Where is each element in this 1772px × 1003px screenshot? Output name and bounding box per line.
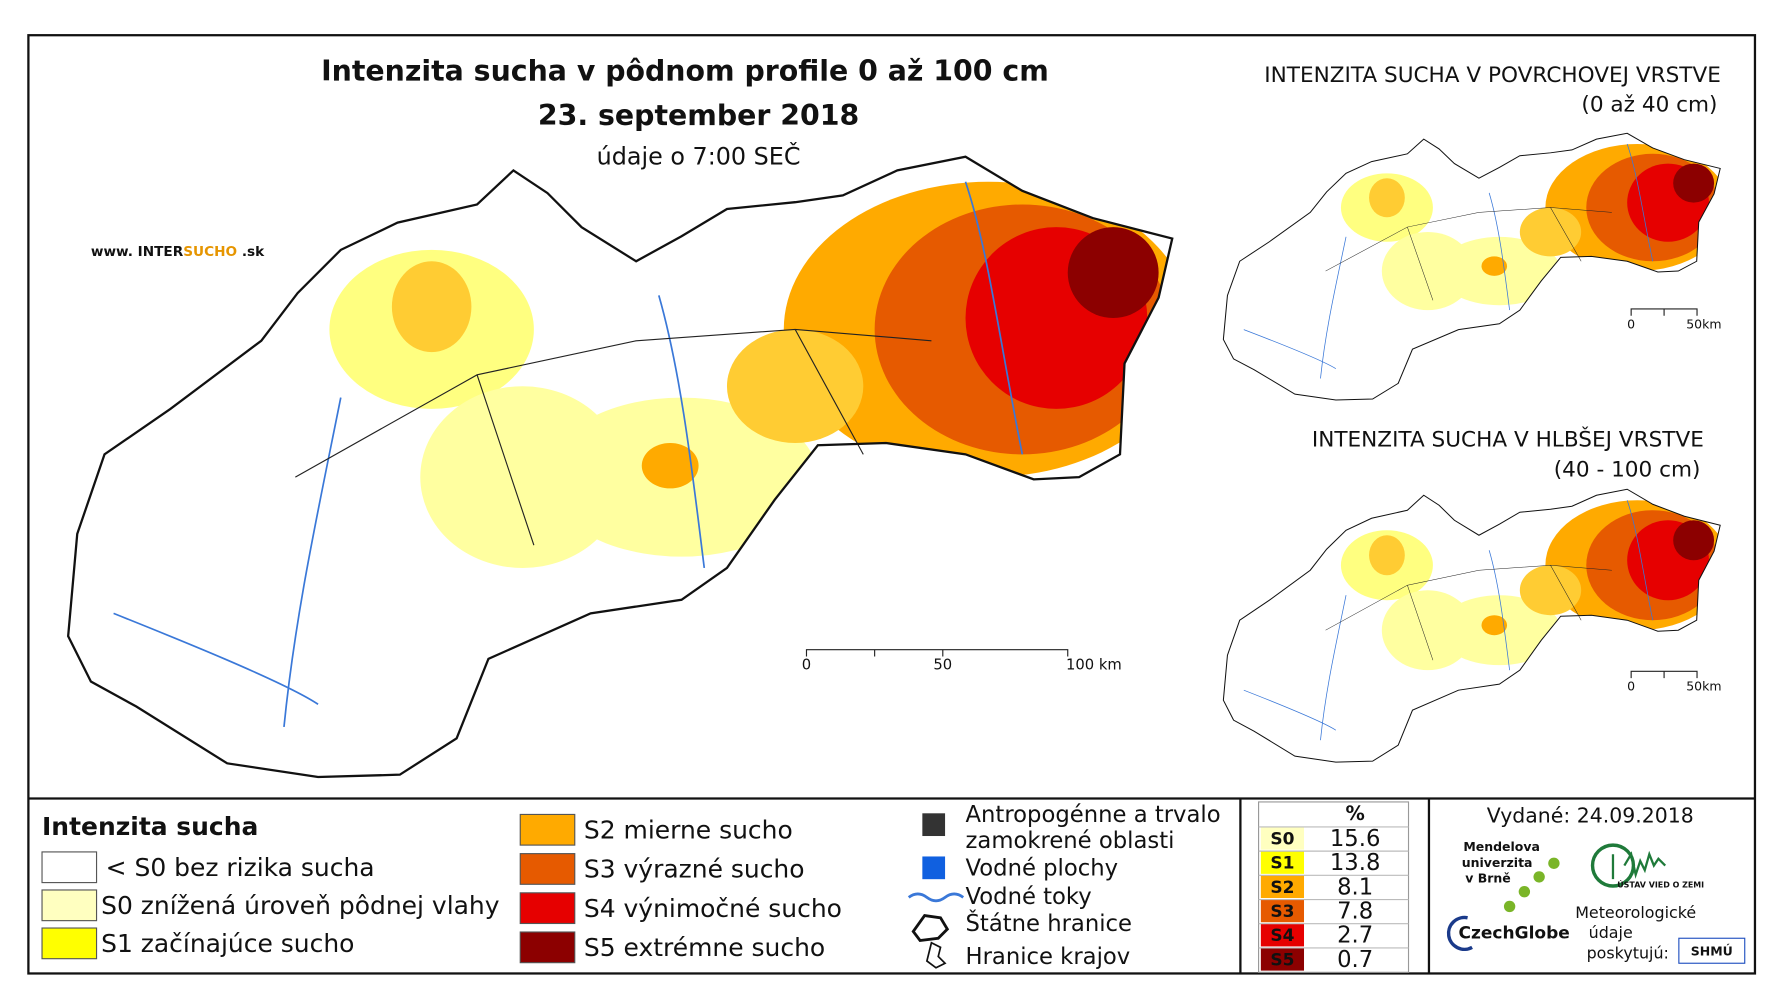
symbol-label: Hranice krajov bbox=[966, 944, 1131, 970]
mendel-dots bbox=[1503, 857, 1560, 913]
logo-text: CzechGlobe bbox=[1458, 924, 1569, 944]
legend-swatch bbox=[519, 813, 576, 846]
inset-subtitle: (40 - 100 cm) bbox=[1554, 457, 1701, 482]
logo-text: SHMÚ bbox=[1691, 943, 1733, 958]
water-icon bbox=[922, 856, 946, 880]
stats-value: 13.8 bbox=[1330, 850, 1381, 876]
legend-swatch bbox=[41, 889, 98, 922]
czechglobe-mark bbox=[1446, 915, 1473, 951]
legend-label: S1 začínajúce sucho bbox=[101, 929, 354, 958]
scale-label: 0 bbox=[1627, 679, 1635, 694]
scale-label: 0 bbox=[1627, 316, 1635, 331]
logo-text: v Brně bbox=[1465, 871, 1511, 886]
ustav-seismo bbox=[1611, 850, 1667, 880]
stats-value: 15.6 bbox=[1330, 826, 1381, 852]
legend: < S0 bez rizika sucha S0 znížená úroveň p… bbox=[41, 813, 842, 964]
main-scale-bar bbox=[805, 649, 1069, 657]
legend-label: < S0 bez rizika sucha bbox=[106, 853, 375, 882]
stats-class-cell bbox=[1260, 875, 1305, 899]
map-date: 23. september 2018 bbox=[538, 99, 859, 132]
stats-class: S0 bbox=[1270, 829, 1294, 849]
legend-label: S4 výnimočné sucho bbox=[584, 894, 842, 923]
stats-class-cell bbox=[1260, 923, 1305, 947]
legend-label: S3 výrazné sucho bbox=[584, 855, 805, 884]
legend-title: Intenzita sucha bbox=[42, 812, 258, 841]
symbol-label: Vodné toky bbox=[966, 884, 1092, 910]
legend-label: S2 mierne sucho bbox=[584, 815, 793, 844]
stats-class-cell bbox=[1260, 851, 1305, 874]
legend-swatch bbox=[519, 853, 576, 885]
legend-swatch bbox=[519, 931, 576, 964]
stats-class: S5 bbox=[1270, 950, 1294, 970]
map-title: Intenzita sucha v pôdnom profile 0 až 10… bbox=[321, 55, 1049, 88]
inset-scale-bar bbox=[1630, 670, 1698, 679]
inset-subtitle: (0 až 40 cm) bbox=[1581, 93, 1717, 118]
logo-text: údaje bbox=[1589, 923, 1633, 942]
anthropogenic-icon bbox=[922, 813, 946, 837]
logo-text: ÚSTAV VIED O ZEMI bbox=[1617, 878, 1704, 889]
stats-class: S3 bbox=[1270, 902, 1294, 922]
legend-label: S5 extrémne sucho bbox=[584, 933, 825, 962]
logo-text: Mendelova bbox=[1463, 839, 1540, 854]
legend-label: S0 znížená úroveň pôdnej vlahy bbox=[101, 891, 500, 920]
stats-header: % bbox=[1345, 802, 1364, 825]
symbol-label: zamokrené oblasti bbox=[966, 828, 1175, 854]
website: www. INTERSUCHO .sk bbox=[91, 244, 265, 260]
logo-text: univerzita bbox=[1462, 855, 1533, 870]
scale-label: 50km bbox=[1686, 316, 1721, 331]
inset-title: INTENZITA SUCHA V HLBŠEJ VRSTVE bbox=[1312, 427, 1704, 453]
stats-class-cell bbox=[1260, 826, 1305, 850]
stats-value: 2.7 bbox=[1337, 923, 1373, 949]
scale-label: 50km bbox=[1686, 679, 1721, 694]
symbol-label: Vodné plochy bbox=[966, 855, 1119, 881]
region-icon bbox=[925, 941, 947, 969]
scale-label: 50 bbox=[933, 657, 952, 674]
scale-label: 0 bbox=[802, 657, 811, 674]
stats-rows: S0 15.6 S1 13.8 S2 8.1 S3 7.8 S4 2.7 S5 0.7 bbox=[1258, 826, 1409, 973]
scale-label: 100 km bbox=[1066, 657, 1122, 674]
stats-class: S2 bbox=[1270, 878, 1294, 898]
stats-table bbox=[1258, 801, 1410, 973]
logo-text: poskytujú: bbox=[1587, 944, 1669, 963]
logo-text: Meteorologické bbox=[1575, 903, 1696, 922]
issued-date: Vydané: 24.09.2018 bbox=[1487, 804, 1694, 828]
inset-scale-bar bbox=[1630, 308, 1698, 316]
legend-swatch bbox=[41, 851, 98, 884]
stats-class: S4 bbox=[1270, 926, 1294, 946]
map-time: údaje o 7:00 SEČ bbox=[597, 142, 801, 170]
website-highlight: SUCHO bbox=[183, 244, 237, 260]
symbol-label: Štátne hranice bbox=[966, 909, 1132, 937]
stats-value: 0.7 bbox=[1337, 947, 1373, 973]
symbol-label: Antropogénne a trvalo bbox=[966, 802, 1221, 828]
website-suffix: .sk bbox=[237, 244, 265, 260]
inset-title: INTENZITA SUCHA V POVRCHOVEJ VRSTVE bbox=[1264, 63, 1721, 88]
website-prefix: www. INTER bbox=[91, 244, 184, 260]
river-icon bbox=[907, 892, 965, 903]
stats-class: S1 bbox=[1270, 854, 1294, 874]
stats-value: 7.8 bbox=[1337, 899, 1373, 925]
legend-swatch bbox=[41, 927, 98, 960]
stats-class-cell bbox=[1260, 899, 1305, 923]
stats-class-cell bbox=[1260, 947, 1305, 971]
border-icon bbox=[911, 914, 950, 943]
legend-swatch bbox=[519, 892, 576, 925]
shmu-logo bbox=[1678, 937, 1746, 964]
stats-value: 8.1 bbox=[1337, 874, 1373, 900]
